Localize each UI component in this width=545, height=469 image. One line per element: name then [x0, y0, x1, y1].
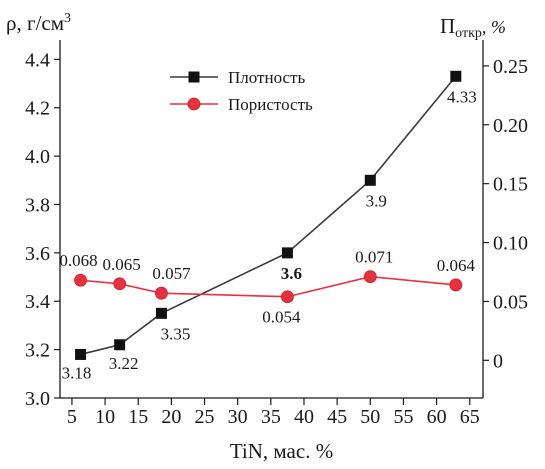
- density-data-label: 3.22: [109, 354, 139, 373]
- density-point: [364, 174, 376, 186]
- y-left-tick-label: 3.6: [25, 243, 50, 265]
- y-right-tick-label: 0: [493, 350, 503, 372]
- x-tick-label: 5: [67, 406, 77, 428]
- x-tick-label: 25: [195, 406, 215, 428]
- porosity-point: [113, 277, 127, 291]
- y-right-tick-label: 0.05: [493, 291, 528, 313]
- density-point: [75, 348, 87, 360]
- x-tick-label: 30: [228, 406, 248, 428]
- y-right-tick-label: 0.15: [493, 174, 528, 196]
- data-labels: 3.18 3.22 3.35 3.6 3.9 4.33 0.068 0.065 0.057 0.0…: [59, 87, 476, 382]
- porosity-series-line: [80, 275, 456, 298]
- density-data-label: 4.33: [447, 87, 477, 106]
- y-right-tick-label: 0.20: [493, 115, 528, 137]
- x-tick-label: 55: [393, 406, 413, 428]
- density-point: [155, 307, 167, 319]
- porosity-data-label: 0.071: [355, 248, 393, 267]
- density-point: [114, 339, 126, 351]
- y-left-tick-label: 3.8: [25, 194, 50, 216]
- density-data-label: 3.35: [161, 324, 191, 343]
- density-series-line: [80, 75, 457, 356]
- porosity-data-label: 0.065: [103, 255, 141, 274]
- y-left-tick-label: 3.2: [25, 340, 50, 362]
- x-tick-label: 15: [128, 406, 148, 428]
- porosity-point: [363, 270, 377, 284]
- x-tick-label: 35: [261, 406, 281, 428]
- x-tick-label: 20: [161, 406, 181, 428]
- y-right-axis-title: Поткр, %: [440, 14, 506, 41]
- x-tick-label: 65: [460, 406, 480, 428]
- x-tick-label: 60: [427, 406, 447, 428]
- legend-density-label: Плотность: [228, 68, 305, 87]
- y-left-tick-label: 3.4: [25, 291, 50, 313]
- legend-porosity-marker: [187, 97, 201, 111]
- y-left-axis-title: ρ, г/см3: [6, 11, 71, 35]
- porosity-point: [155, 286, 168, 300]
- density-data-label: 3.6: [281, 264, 302, 283]
- y-left-tick-label: 4.4: [25, 49, 50, 71]
- porosity-data-label: 0.068: [59, 251, 97, 270]
- legend-density-marker: [188, 71, 200, 83]
- porosity-point: [74, 273, 87, 287]
- x-tick-label: 50: [360, 406, 380, 428]
- porosity-data-label: 0.064: [437, 256, 476, 275]
- density-data-label: 3.18: [62, 363, 92, 382]
- porosity-point: [281, 290, 294, 304]
- porosity-data-label: 0.057: [152, 264, 191, 283]
- density-data-label: 3.9: [366, 191, 387, 210]
- y-left-tick-label: 4.0: [25, 146, 50, 168]
- x-axis-title: TiN, мас. %: [230, 439, 333, 463]
- density-point: [450, 70, 462, 82]
- density-point: [281, 247, 293, 259]
- x-tick-label: 40: [294, 406, 314, 428]
- x-tick-label: 10: [95, 406, 115, 428]
- y-left-tick-label: 4.2: [25, 98, 50, 120]
- y-right-tick-label: 0.10: [493, 233, 528, 255]
- porosity-point: [449, 278, 463, 292]
- legend-porosity-label: Пористость: [228, 95, 313, 114]
- x-tick-label: 45: [327, 406, 347, 428]
- y-left-tick-label: 3.0: [25, 388, 50, 410]
- legend: Плотность Пористость: [170, 68, 313, 114]
- porosity-data-label: 0.054: [262, 308, 301, 327]
- axes: 5 10 15 20 25 30 35 40 45 50 55 60 65 3.0 3.2 3.4 3.6 3.8…: [6, 11, 528, 463]
- y-right-tick-label: 0.25: [493, 56, 528, 78]
- series-layer: [74, 70, 463, 360]
